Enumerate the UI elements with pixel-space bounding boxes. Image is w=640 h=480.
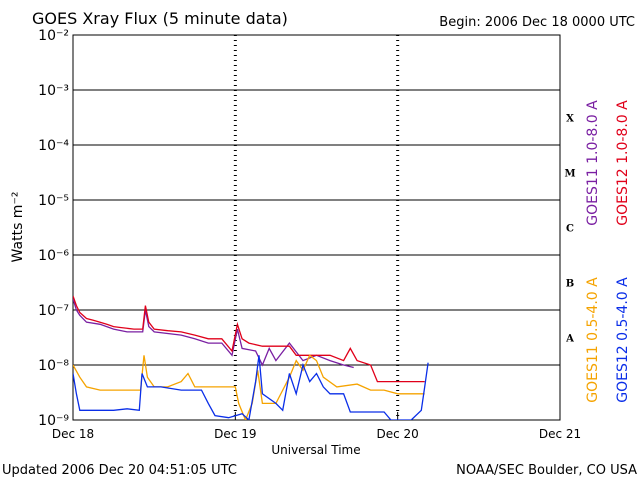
x-axis-label: Universal Time	[271, 443, 360, 457]
y-tick-label: 10⁻⁸	[38, 358, 69, 374]
series-line	[73, 295, 425, 383]
y-tick-label: 10⁻⁷	[38, 303, 69, 319]
series-line	[73, 355, 429, 420]
series-line	[73, 354, 425, 420]
series-line	[73, 298, 354, 369]
flare-class-label: X	[566, 114, 574, 125]
chart-title: GOES Xray Flux (5 minute data)	[32, 9, 288, 28]
flare-class-label: C	[566, 224, 574, 235]
y-tick-label: 10⁻⁹	[38, 413, 69, 429]
chart-subtitle: Begin: 2006 Dec 18 0000 UTC	[439, 15, 635, 30]
legend-label: GOES11 0.5-4.0 A	[585, 277, 601, 403]
x-tick-label: Dec 19	[214, 427, 256, 441]
y-tick-label: 10⁻³	[38, 83, 69, 99]
footer-left: Updated 2006 Dec 20 04:51:05 UTC	[2, 463, 237, 478]
x-tick-label: Dec 20	[377, 427, 419, 441]
y-tick-label: 10⁻²	[38, 28, 69, 44]
y-tick-label: 10⁻⁵	[38, 193, 69, 209]
y-tick-label: 10⁻⁶	[38, 248, 69, 264]
legend-label: GOES12 0.5-4.0 A	[615, 277, 631, 403]
legend-label: GOES11 1.0-8.0 A	[585, 100, 601, 226]
flare-class-label: B	[566, 279, 574, 290]
series-group	[73, 295, 429, 420]
x-tick-label: Dec 21	[539, 427, 581, 441]
y-tick-label: 10⁻⁴	[38, 138, 69, 154]
legend-label: GOES12 1.0-8.0 A	[615, 100, 631, 226]
footer-right: NOAA/SEC Boulder, CO USA	[456, 463, 637, 478]
flare-class-label: A	[565, 334, 574, 345]
x-tick-label: Dec 18	[52, 427, 94, 441]
flare-class-label: M	[564, 169, 575, 180]
y-axis-label: Watts m⁻²	[10, 192, 26, 263]
